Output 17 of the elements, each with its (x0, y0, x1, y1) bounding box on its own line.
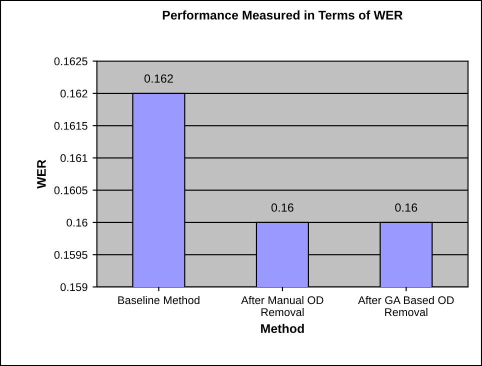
y-tick-label: 0.161 (60, 154, 88, 162)
y-tick-label: 0.162 (60, 90, 88, 98)
x-tick-label: After GA Based OD Removal (358, 296, 454, 316)
data-label: 0.16 (395, 203, 418, 212)
chart-title: Performance Measured in Terms of WER (162, 10, 403, 20)
y-tick-label: 0.1595 (54, 250, 88, 259)
y-tick-label: 0.159 (60, 283, 88, 292)
y-tick-label: 0.1625 (54, 57, 88, 66)
y-tick-label: 0.1605 (54, 186, 88, 194)
y-axis-title: WER (37, 160, 46, 189)
data-label: 0.16 (271, 203, 294, 212)
x-axis-title: Method (261, 324, 304, 334)
x-tick-label: After Manual OD Removal (241, 296, 324, 316)
data-label: 0.162 (144, 74, 173, 83)
y-tick-label: 0.16 (66, 218, 88, 227)
y-tick-label: 0.1615 (54, 122, 88, 130)
x-tick-label: Baseline Method (118, 296, 200, 304)
